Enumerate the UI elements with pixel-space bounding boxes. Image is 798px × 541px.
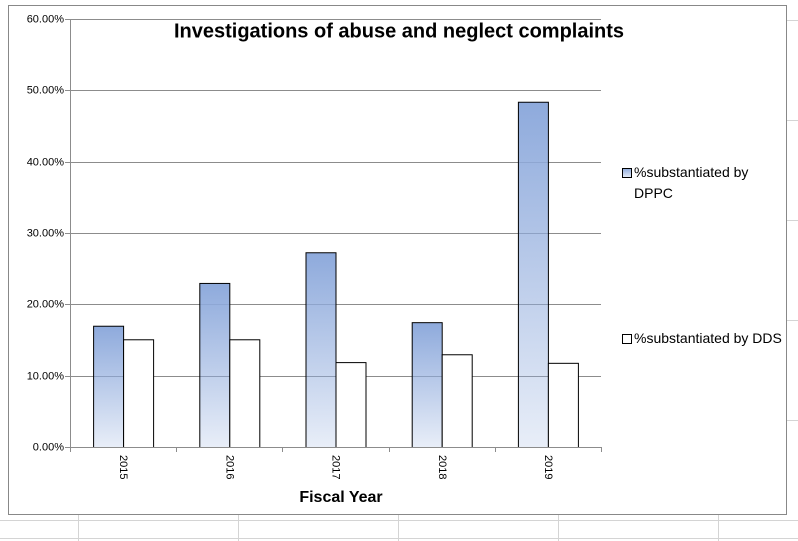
bar	[441, 354, 473, 448]
chart-title: Investigations of abuse and neglect comp…	[174, 20, 624, 42]
bar	[123, 339, 155, 448]
y-tick-label: 20.00%	[27, 298, 65, 310]
bar	[411, 322, 443, 448]
legend-label: %substantiated by DDS	[634, 330, 782, 346]
x-tick-label: 2015	[117, 455, 129, 479]
bar	[335, 362, 367, 449]
y-tick-label: 30.00%	[27, 227, 65, 239]
y-tick-label: 40.00%	[27, 156, 65, 168]
legend-label: %substantiated by DPPC	[634, 164, 749, 201]
legend-swatch	[622, 168, 632, 178]
y-tick-label: 0.00%	[33, 441, 64, 453]
bar	[199, 282, 231, 448]
bar	[229, 339, 261, 448]
x-tick-label: 2019	[542, 455, 554, 479]
legend-swatch	[622, 334, 632, 344]
x-axis-title: Fiscal Year	[299, 489, 382, 506]
bar	[93, 325, 125, 449]
bar	[305, 252, 337, 448]
x-tick-label: 2018	[436, 455, 448, 479]
x-tick-label: 2017	[330, 455, 342, 479]
y-tick-label: 60.00%	[27, 13, 65, 25]
x-tick-label: 2016	[223, 455, 235, 479]
bar	[547, 362, 579, 448]
bar	[517, 101, 549, 448]
sheet-grid	[0, 20, 798, 541]
y-tick-label: 10.00%	[27, 370, 65, 382]
y-tick-label: 50.00%	[27, 84, 65, 96]
